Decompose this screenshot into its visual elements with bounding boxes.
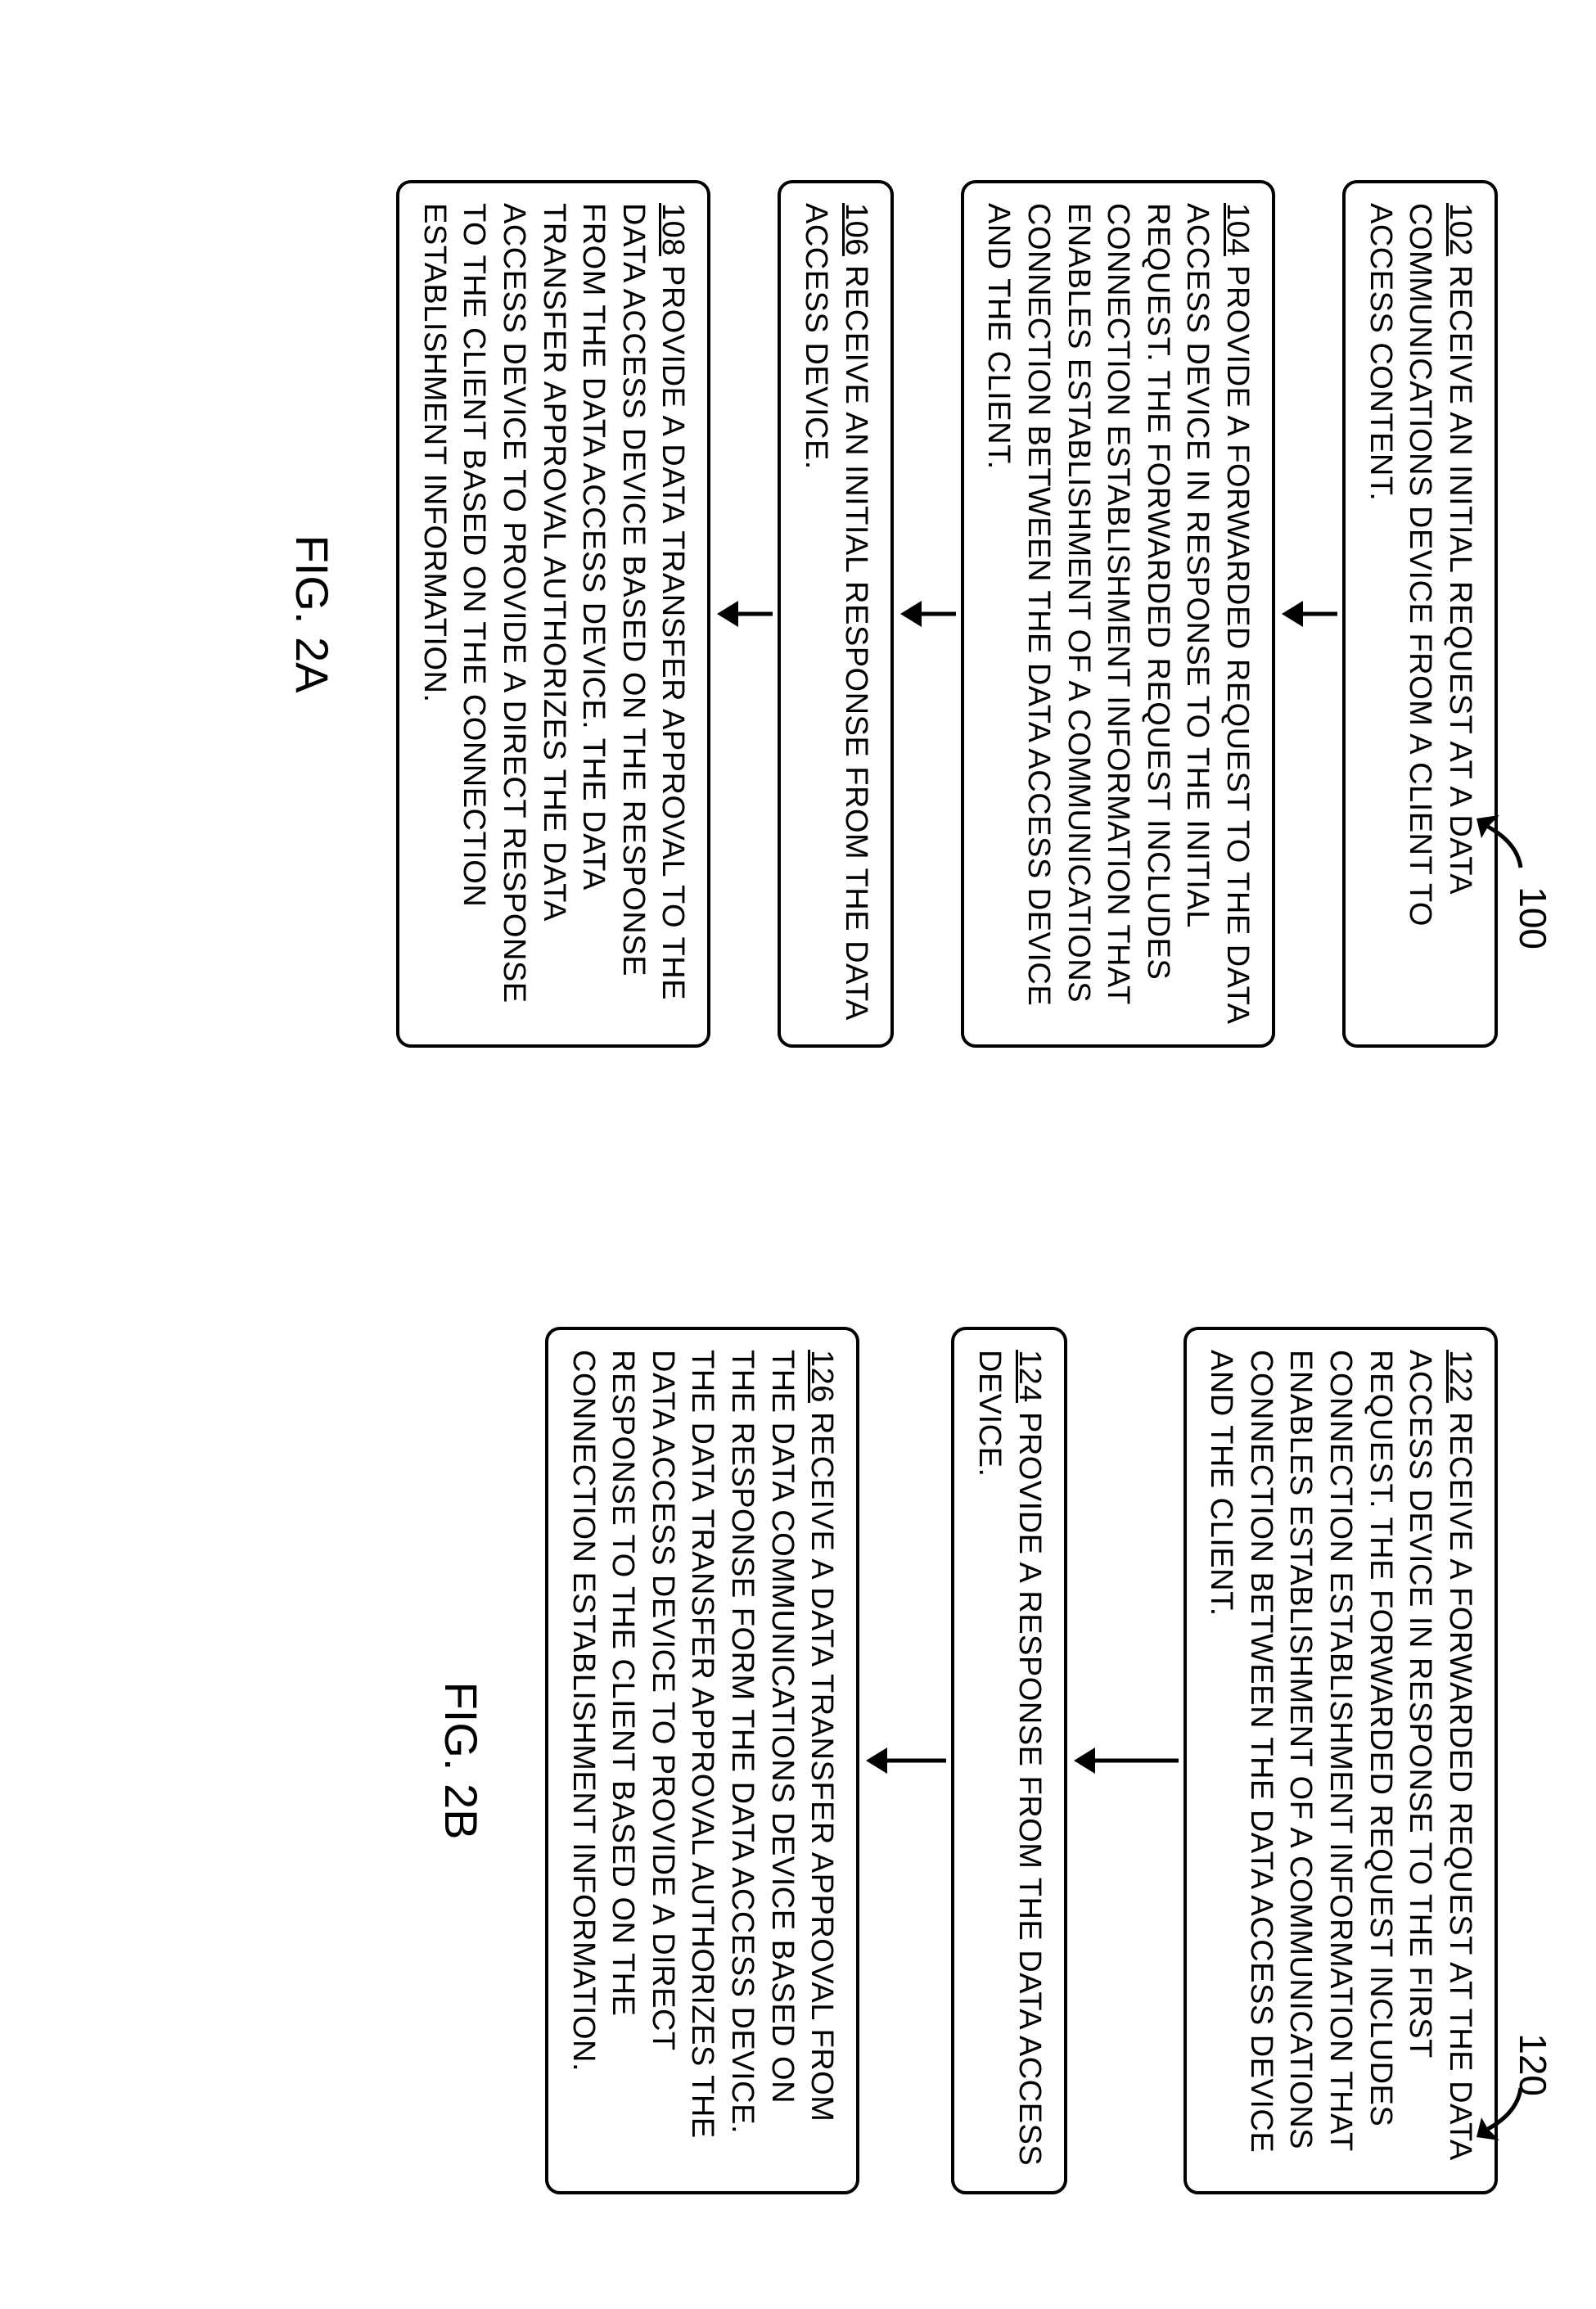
step-box-102: 102 RECEIVE AN INITIAL REQUEST AT A DATA… xyxy=(1342,180,1498,1048)
step-text: RECEIVE A DATA TRANSFER APPROVAL FROM TH… xyxy=(566,1350,840,2139)
step-box-124: 124 PROVIDE A RESPONSE FROM THE DATA ACC… xyxy=(951,1327,1066,2194)
step-num: 102 xyxy=(1443,203,1477,256)
figure-label-left: FIG. 2A xyxy=(286,180,339,1048)
step-box-104: 104 PROVIDE A FORWARDED REQUEST TO THE D… xyxy=(961,180,1275,1048)
flowchart-left: 100 102 RECEIVE AN INITIAL REQUEST AT A … xyxy=(49,180,1498,1048)
step-box-106: 106 RECEIVE AN INITIAL RESPONSE FROM THE… xyxy=(778,180,894,1048)
ref-arrow-right xyxy=(1466,2072,1527,2145)
step-num: 108 xyxy=(656,203,691,256)
arrow-down xyxy=(1072,1744,1179,1777)
step-num: 122 xyxy=(1443,1350,1477,1403)
step-box-108: 108 PROVIDE A DATA TRANSFER APPROVAL TO … xyxy=(396,180,710,1048)
step-text: PROVIDE A RESPONSE FROM THE DATA ACCESS … xyxy=(972,1350,1047,2166)
arrow-down xyxy=(1280,598,1337,630)
step-num: 124 xyxy=(1012,1350,1047,1403)
columns-wrapper: 100 102 RECEIVE AN INITIAL REQUEST AT A … xyxy=(0,0,1596,2309)
step-text: PROVIDE A DATA TRANSFER APPROVAL TO THE … xyxy=(417,203,691,1003)
step-text: RECEIVE AN INITIAL REQUEST AT A DATA COM… xyxy=(1364,203,1477,927)
step-box-122: 122 RECEIVE A FORWARDED REQUEST AT THE D… xyxy=(1183,1327,1498,2194)
figure-label-right: FIG. 2B xyxy=(435,1327,488,2194)
step-text: RECEIVE AN INITIAL RESPONSE FROM THE DAT… xyxy=(799,203,873,1019)
flowchart-right: 120 122 RECEIVE A FORWARDED REQUEST AT T… xyxy=(49,1327,1498,2194)
step-num: 104 xyxy=(1220,203,1255,256)
step-num: 126 xyxy=(805,1350,839,1403)
arrow-down xyxy=(716,598,773,630)
arrow-down xyxy=(899,598,956,630)
step-box-126: 126 RECEIVE A DATA TRANSFER APPROVAL FRO… xyxy=(545,1327,859,2194)
step-text: RECEIVE A FORWARDED REQUEST AT THE DATA … xyxy=(1204,1350,1477,2159)
step-num: 106 xyxy=(839,203,873,256)
step-text: PROVIDE A FORWARDED REQUEST TO THE DATA … xyxy=(981,203,1255,1022)
arrow-down xyxy=(864,1744,946,1777)
ref-number-left: 100 xyxy=(1511,886,1555,949)
ref-arrow-left xyxy=(1466,810,1527,884)
rotated-canvas: 100 102 RECEIVE AN INITIAL REQUEST AT A … xyxy=(0,0,1596,2309)
